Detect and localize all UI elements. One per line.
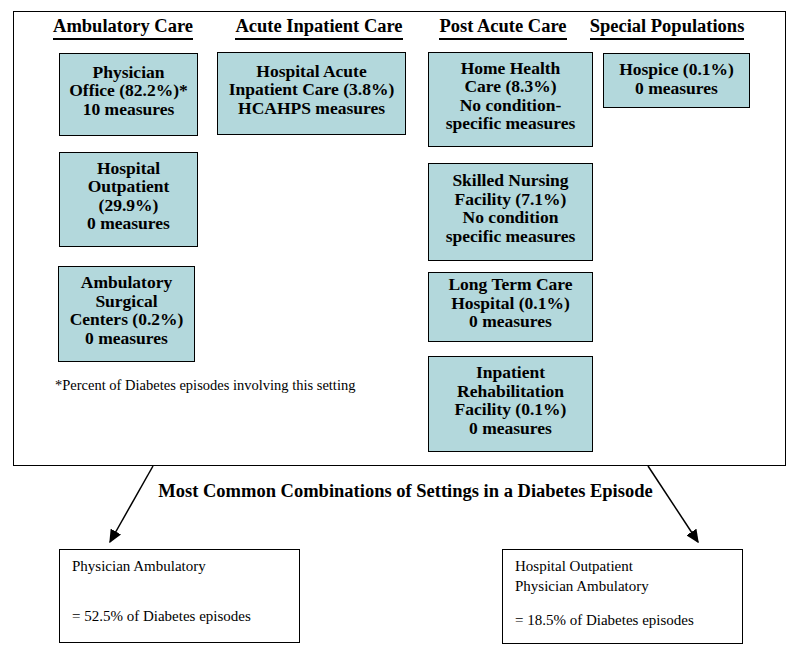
setting-box-hospital-acute-inpatient: Hospital Acute Inpatient Care (3.8%) HCA… — [217, 52, 406, 135]
setting-box-hospital-outpatient: Hospital Outpatient (29.9%) 0 measures — [59, 152, 198, 247]
column-header-ambulatory-care: Ambulatory Care — [23, 16, 223, 40]
setting-box-hospice: Hospice (0.1%) 0 measures — [603, 53, 750, 108]
footnote: *Percent of Diabetes episodes involving … — [55, 377, 355, 394]
setting-box-physician-office: Physician Office (82.2%)* 10 measures — [59, 53, 198, 136]
combinations-title: Most Common Combinations of Settings in … — [13, 481, 795, 502]
setting-box-inpatient-rehabilitation: Inpatient Rehabilitation Facility (0.1%)… — [428, 356, 593, 452]
arrow-to-left-combination-icon — [110, 466, 153, 542]
setting-box-ambulatory-surgical-centers: Ambulatory Surgical Centers (0.2%) 0 mea… — [58, 266, 195, 362]
diagram-page: Ambulatory Care Acute Inpatient Care Pos… — [0, 0, 795, 663]
setting-box-skilled-nursing-facility: Skilled Nursing Facility (7.1%) No condi… — [428, 163, 593, 261]
setting-box-home-health-care: Home Health Care (8.3%) No condition- sp… — [428, 52, 593, 147]
combination-box-right: Hospital Outpatient Physician Ambulatory… — [502, 549, 743, 644]
combination-box-left: Physician Ambulatory = 52.5% of Diabetes… — [59, 549, 300, 643]
column-header-acute-inpatient-care: Acute Inpatient Care — [219, 16, 419, 40]
column-header-special-populations: Special Populations — [567, 16, 767, 40]
setting-box-long-term-care-hospital: Long Term Care Hospital (0.1%) 0 measure… — [428, 272, 593, 342]
arrow-to-right-combination-icon — [648, 466, 698, 542]
